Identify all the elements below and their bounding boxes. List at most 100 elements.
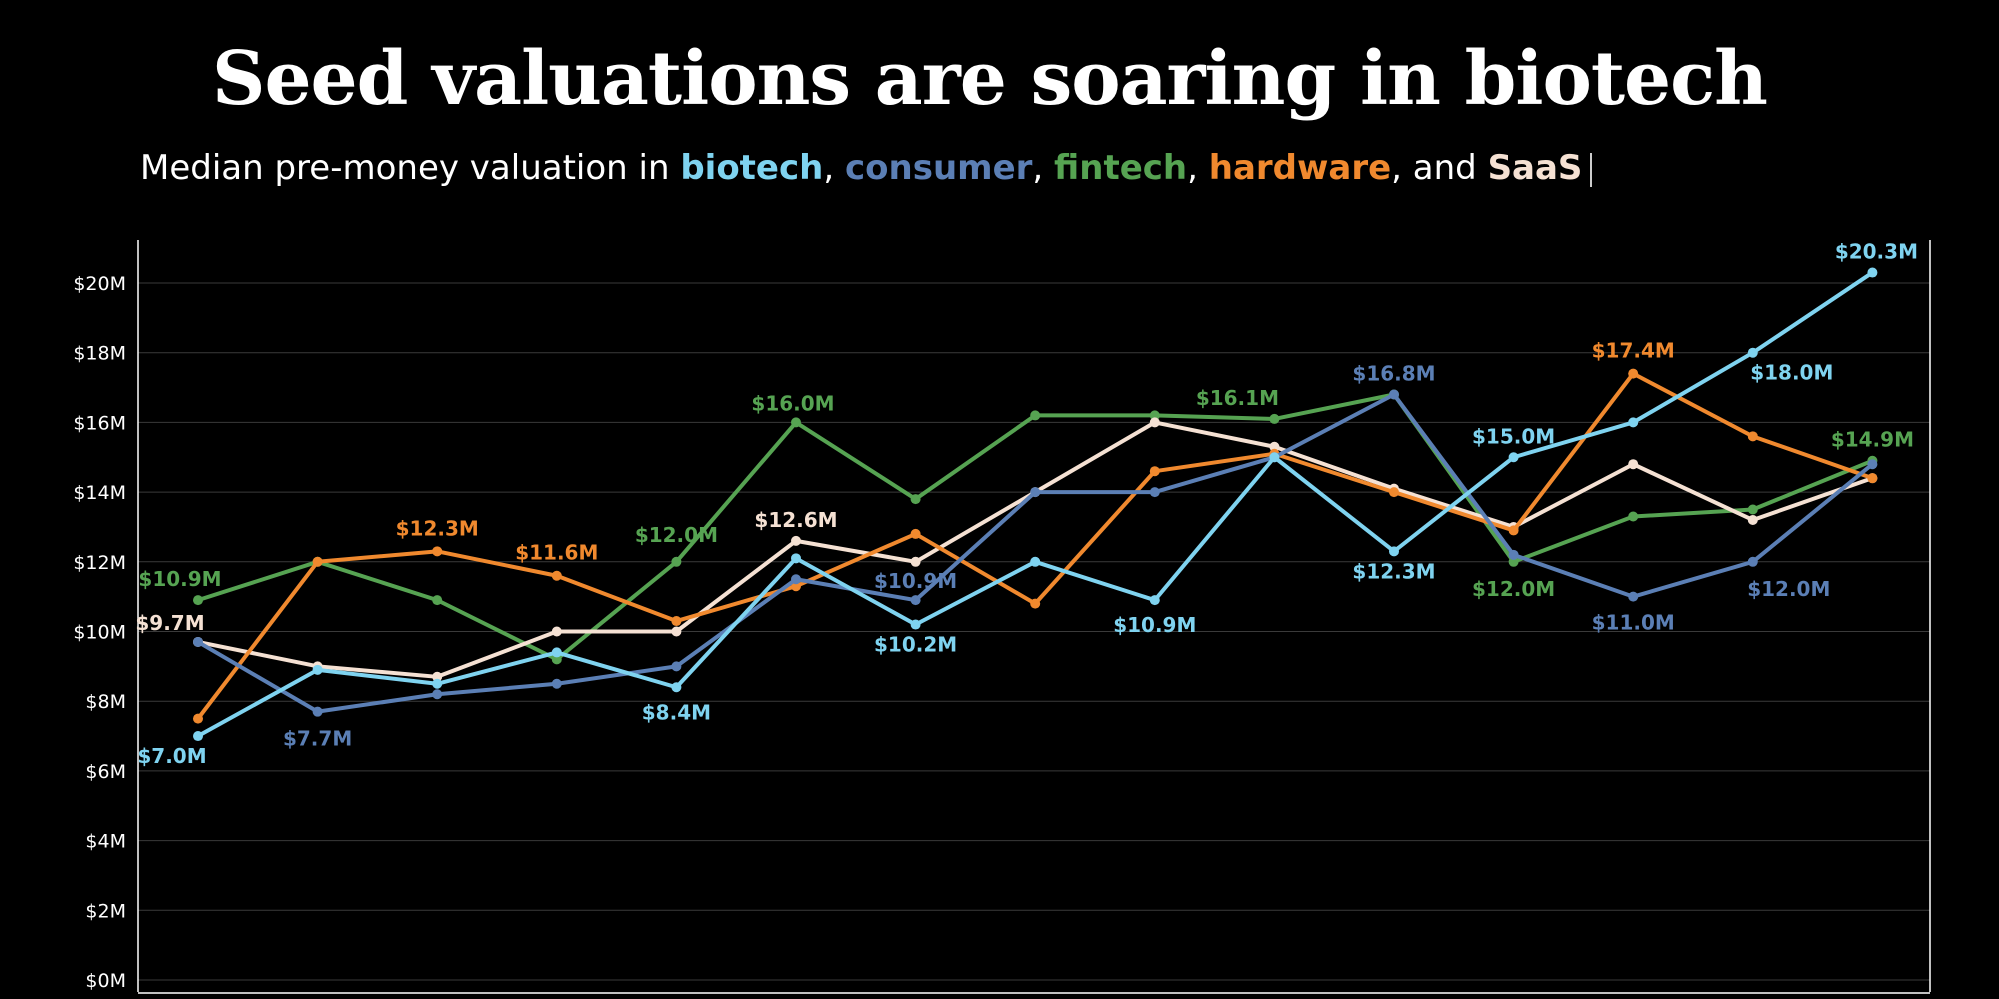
data-point-consumer [671, 661, 682, 672]
subtitle-sep: , [1187, 148, 1209, 188]
data-point-consumer [1508, 549, 1519, 560]
data-label-biotech: $10.2M [874, 633, 957, 657]
data-point-biotech [791, 553, 801, 564]
data-point-biotech [1149, 595, 1160, 606]
subtitle-prefix: Median pre-money valuation in [140, 148, 681, 188]
data-point-SaaS [1628, 459, 1639, 470]
y-tick-label: $10M [73, 622, 126, 644]
legend-hardware: hardware [1208, 148, 1392, 188]
data-point-fintech [193, 595, 203, 606]
data-label-SaaS: $9.7M [135, 611, 204, 635]
data-label-fintech: $16.1M [1196, 386, 1279, 410]
data-point-hardware [791, 581, 801, 592]
y-tick-label: $2M [85, 900, 126, 922]
data-label-consumer: $10.9M [874, 569, 957, 593]
subtitle-sep: , [823, 148, 845, 188]
text-cursor [1590, 152, 1593, 187]
data-point-consumer [1030, 487, 1041, 498]
y-tick-label: $18M [73, 343, 126, 365]
data-point-consumer [432, 689, 443, 700]
data-label-fintech: $12.0M [1472, 577, 1555, 601]
legend-biotech: biotech [680, 148, 824, 188]
data-point-consumer [1389, 389, 1399, 400]
data-point-consumer [791, 574, 801, 585]
data-point-hardware [1867, 473, 1878, 484]
data-point-fintech [551, 654, 562, 665]
data-point-fintech [671, 556, 682, 567]
data-label-fintech: $16.0M [751, 391, 834, 415]
data-point-hardware [1030, 598, 1041, 609]
data-label-biotech: $8.4M [642, 700, 711, 724]
data-point-hardware [432, 546, 443, 557]
data-point-SaaS [791, 535, 801, 546]
data-point-SaaS [1149, 417, 1160, 428]
data-point-fintech [1628, 511, 1639, 522]
data-point-hardware [1389, 487, 1399, 498]
subtitle-sep: , and [1391, 148, 1488, 188]
data-label-fintech: $12.0M [635, 523, 718, 547]
data-point-biotech [1269, 452, 1280, 463]
data-point-hardware [312, 556, 323, 567]
data-point-fintech [1747, 504, 1758, 515]
data-point-consumer [1628, 591, 1639, 602]
data-label-biotech: $12.3M [1352, 559, 1435, 583]
data-point-hardware [1508, 525, 1519, 536]
data-point-hardware [551, 570, 562, 581]
data-label-SaaS: $12.6M [754, 508, 837, 532]
data-label-consumer: $11.0M [1592, 611, 1675, 635]
data-point-fintech [1508, 556, 1519, 567]
data-point-fintech [1149, 410, 1160, 421]
data-point-fintech [910, 494, 921, 505]
data-point-hardware [910, 528, 921, 539]
y-tick-label: $4M [85, 831, 126, 853]
series-line-SaaS [196, 420, 1875, 679]
data-label-fintech: $14.9M [1831, 428, 1914, 452]
y-tick-label: $0M [85, 970, 126, 992]
data-label-biotech: $7.0M [137, 744, 206, 768]
data-label-consumer: $7.7M [283, 727, 352, 751]
subtitle-sep: , [1032, 148, 1055, 188]
data-point-consumer [312, 706, 323, 717]
y-tick-label: $14M [73, 482, 126, 504]
data-label-consumer: $12.0M [1747, 577, 1830, 601]
y-tick-label: $16M [73, 412, 126, 434]
data-label-hardware: $12.3M [396, 516, 479, 540]
data-point-biotech [1628, 417, 1639, 428]
legend-fintech: fintech [1054, 148, 1188, 188]
data-point-biotech [1030, 556, 1041, 567]
legend-consumer: consumer [844, 148, 1033, 188]
data-label-fintech: $10.9M [138, 567, 221, 591]
data-point-biotech [1508, 452, 1519, 463]
data-point-consumer [1149, 487, 1160, 498]
data-point-fintech [791, 417, 801, 428]
data-label-hardware: $17.4M [1592, 339, 1675, 363]
data-point-biotech [1867, 267, 1878, 278]
y-tick-label: $20M [73, 273, 126, 295]
y-tick-label: $8M [85, 691, 126, 713]
data-point-consumer [910, 595, 921, 606]
data-label-consumer: $16.8M [1352, 362, 1435, 386]
data-point-biotech [193, 731, 203, 742]
data-point-biotech [1389, 546, 1399, 557]
data-point-fintech [1269, 413, 1280, 424]
legend-saas: SaaS [1487, 148, 1583, 188]
data-point-biotech [432, 678, 443, 689]
data-point-biotech [312, 664, 323, 675]
data-label-biotech: $18.0M [1750, 361, 1833, 385]
data-point-hardware [193, 713, 203, 724]
data-point-hardware [671, 616, 682, 627]
data-point-biotech [671, 682, 682, 693]
y-tick-label: $6M [85, 761, 126, 783]
data-point-SaaS [1269, 441, 1280, 452]
chart-title-wrap: Seed valuations are soaring in biotech [0, 36, 1999, 122]
data-point-biotech [1747, 347, 1758, 358]
data-label-hardware: $11.6M [515, 541, 598, 565]
data-point-SaaS [551, 626, 562, 637]
data-point-hardware [1628, 368, 1639, 379]
data-point-consumer [1747, 556, 1758, 567]
data-point-biotech [910, 619, 921, 630]
data-label-biotech: $15.0M [1472, 424, 1555, 448]
data-point-consumer [193, 636, 203, 647]
chart-subtitle: Median pre-money valuation in biotech, c… [140, 148, 1593, 188]
